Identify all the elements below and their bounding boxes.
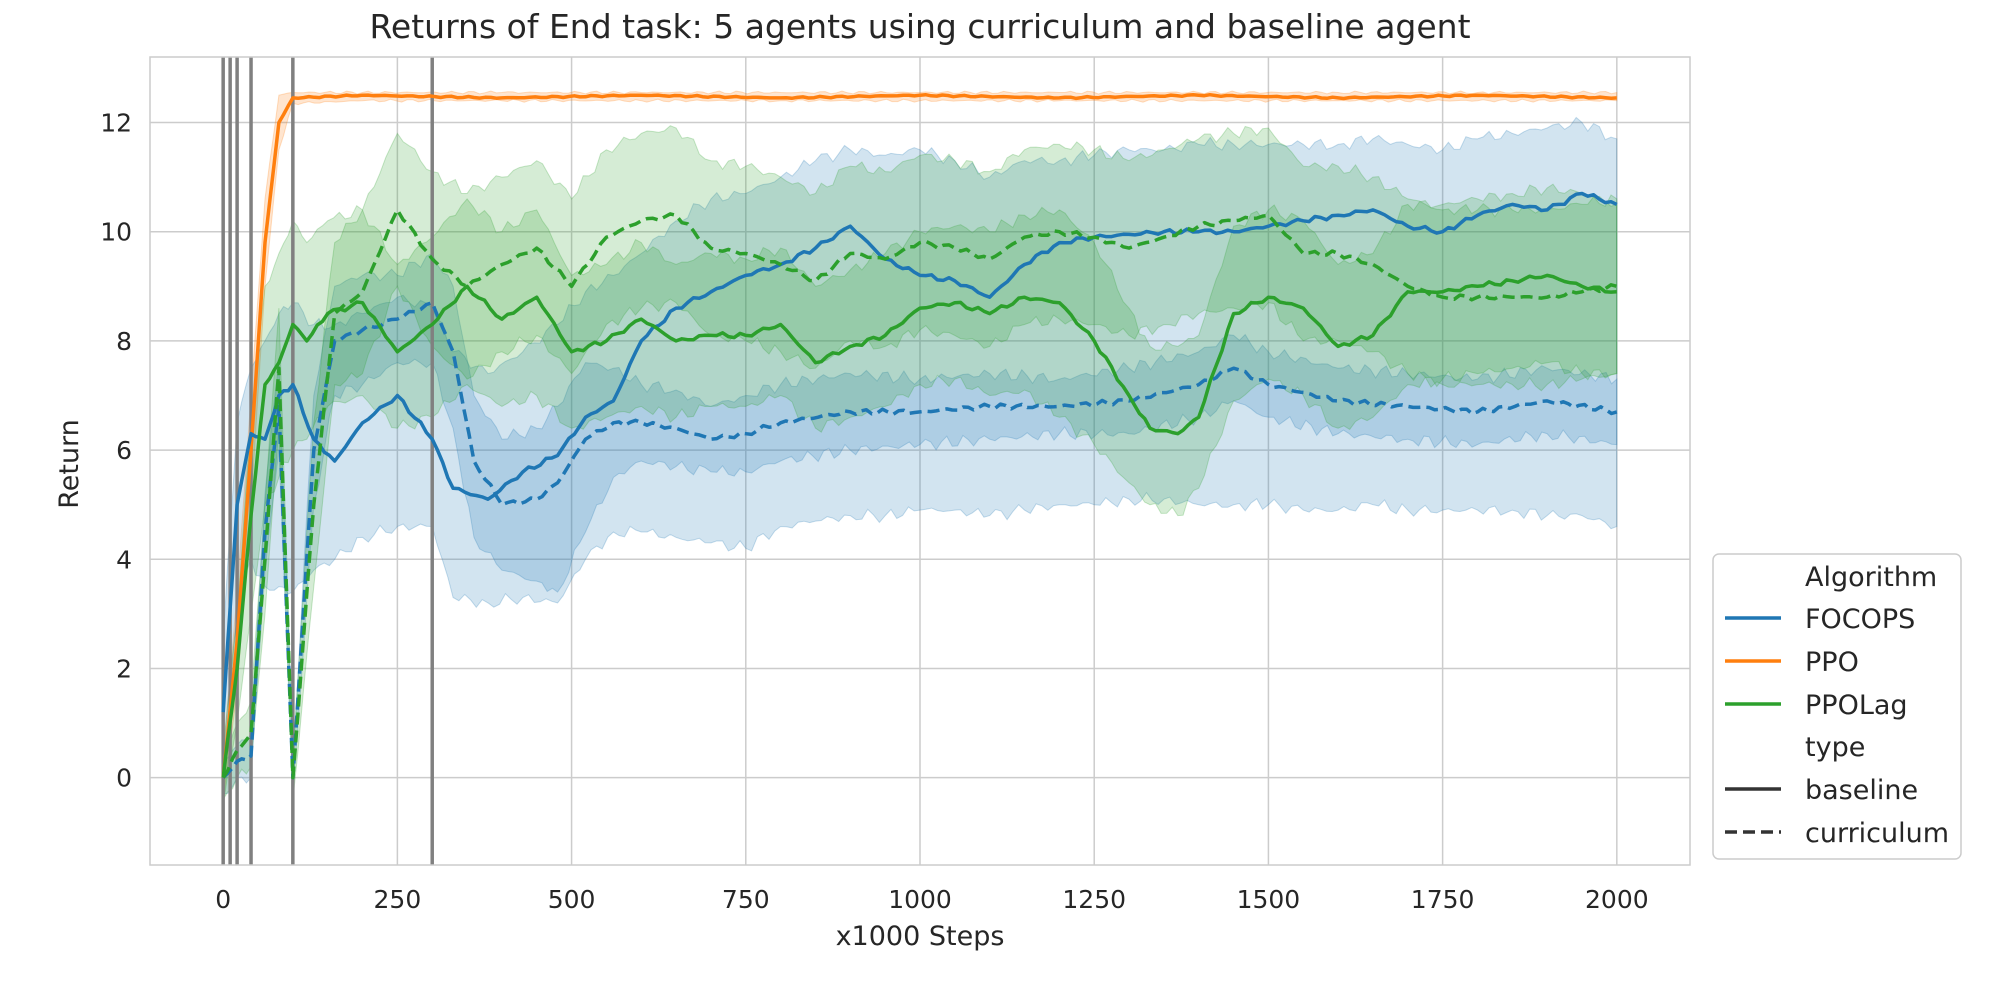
y-tick-label: 10 xyxy=(100,218,132,247)
legend-label-focops: FOCOPS xyxy=(1805,604,1915,635)
legend-label-ppo: PPO xyxy=(1805,647,1859,678)
band-focops-baseline xyxy=(222,116,1618,778)
chart-title: Returns of End task: 5 agents using curr… xyxy=(369,7,1470,46)
band-focops-curriculum xyxy=(222,252,1618,795)
band-ppolag-baseline xyxy=(222,183,1618,805)
x-tick-label: 1000 xyxy=(888,885,952,914)
x-tick-label: 1500 xyxy=(1237,885,1301,914)
axis-ticks: 0 250 500 750 1000 1250 1500 1750 2000 0 2 4 6 8 10 12 xyxy=(100,109,1648,914)
series-lines xyxy=(221,92,1618,780)
confidence-bands xyxy=(222,90,1618,805)
x-axis-title: x1000 Steps xyxy=(836,921,1005,952)
x-tick-label: 500 xyxy=(548,885,596,914)
legend-box xyxy=(1712,553,1962,860)
line-ppolag-baseline xyxy=(221,273,1617,778)
legend-title-type: type xyxy=(1805,732,1865,763)
band-ppo-baseline xyxy=(222,90,1618,800)
x-tick-label: 1250 xyxy=(1062,885,1126,914)
grid-lines xyxy=(150,57,1690,865)
line-focops-baseline xyxy=(221,191,1618,713)
legend-title-algorithm: Algorithm xyxy=(1805,562,1937,593)
band-ppolag-curriculum xyxy=(222,125,1618,802)
legend-label-baseline: baseline xyxy=(1805,775,1918,806)
y-tick-label: 0 xyxy=(116,764,132,793)
x-tick-label: 1750 xyxy=(1411,885,1475,914)
line-ppolag-curriculum xyxy=(221,208,1618,780)
y-tick-label: 2 xyxy=(116,654,132,683)
plot-frame xyxy=(149,56,1691,866)
x-tick-label: 250 xyxy=(374,885,422,914)
y-axis-title: Return xyxy=(54,419,85,509)
legend-label-curriculum: curriculum xyxy=(1805,818,1949,849)
legend-label-ppolag: PPOLag xyxy=(1805,690,1908,721)
legend: Algorithm FOCOPS PPO PPOLag type baselin… xyxy=(1712,553,1962,860)
y-tick-label: 12 xyxy=(100,109,132,138)
line-ppo-baseline xyxy=(221,92,1617,778)
x-tick-label: 0 xyxy=(215,885,231,914)
y-tick-label: 6 xyxy=(116,436,132,465)
y-tick-label: 8 xyxy=(116,327,132,356)
y-tick-label: 4 xyxy=(116,545,132,574)
x-tick-label: 2000 xyxy=(1585,885,1649,914)
x-tick-label: 750 xyxy=(722,885,770,914)
